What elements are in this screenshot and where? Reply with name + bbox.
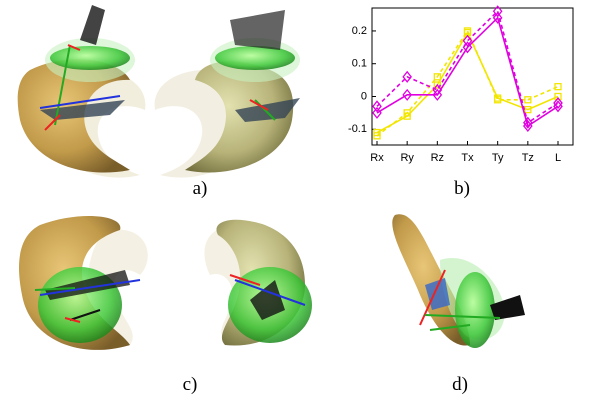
x-tick-label: Rz xyxy=(431,152,444,164)
x-tick-label: Tz xyxy=(522,152,534,164)
y-tick-label: 0 xyxy=(361,90,367,102)
y-tick-label: 0.1 xyxy=(352,58,367,70)
render-a-left xyxy=(18,5,146,178)
x-tick-label: L xyxy=(555,152,561,164)
panel-label: b) xyxy=(454,178,470,199)
panel-label: c) xyxy=(183,374,198,395)
x-tick-label: Ty xyxy=(492,152,504,164)
x-tick-label: Ry xyxy=(400,152,414,164)
render-c-right xyxy=(204,220,312,346)
panel-label: d) xyxy=(452,374,468,395)
y-tick-label: 0.2 xyxy=(352,25,367,37)
render-d xyxy=(392,214,525,348)
y-tick-label: -0.1 xyxy=(348,123,367,135)
render-a-right xyxy=(155,10,300,178)
render-c-left xyxy=(19,216,148,350)
x-tick-label: Tx xyxy=(461,152,474,164)
panel-label: a) xyxy=(193,178,208,199)
plot-frame xyxy=(372,8,573,145)
figure: a) b) c) d) -0.1 0 0.1 0.2 Rx Ry Rz Tx Ty Tz L xyxy=(0,0,591,405)
x-tick-label: Rx xyxy=(370,152,384,164)
marker xyxy=(555,84,561,90)
